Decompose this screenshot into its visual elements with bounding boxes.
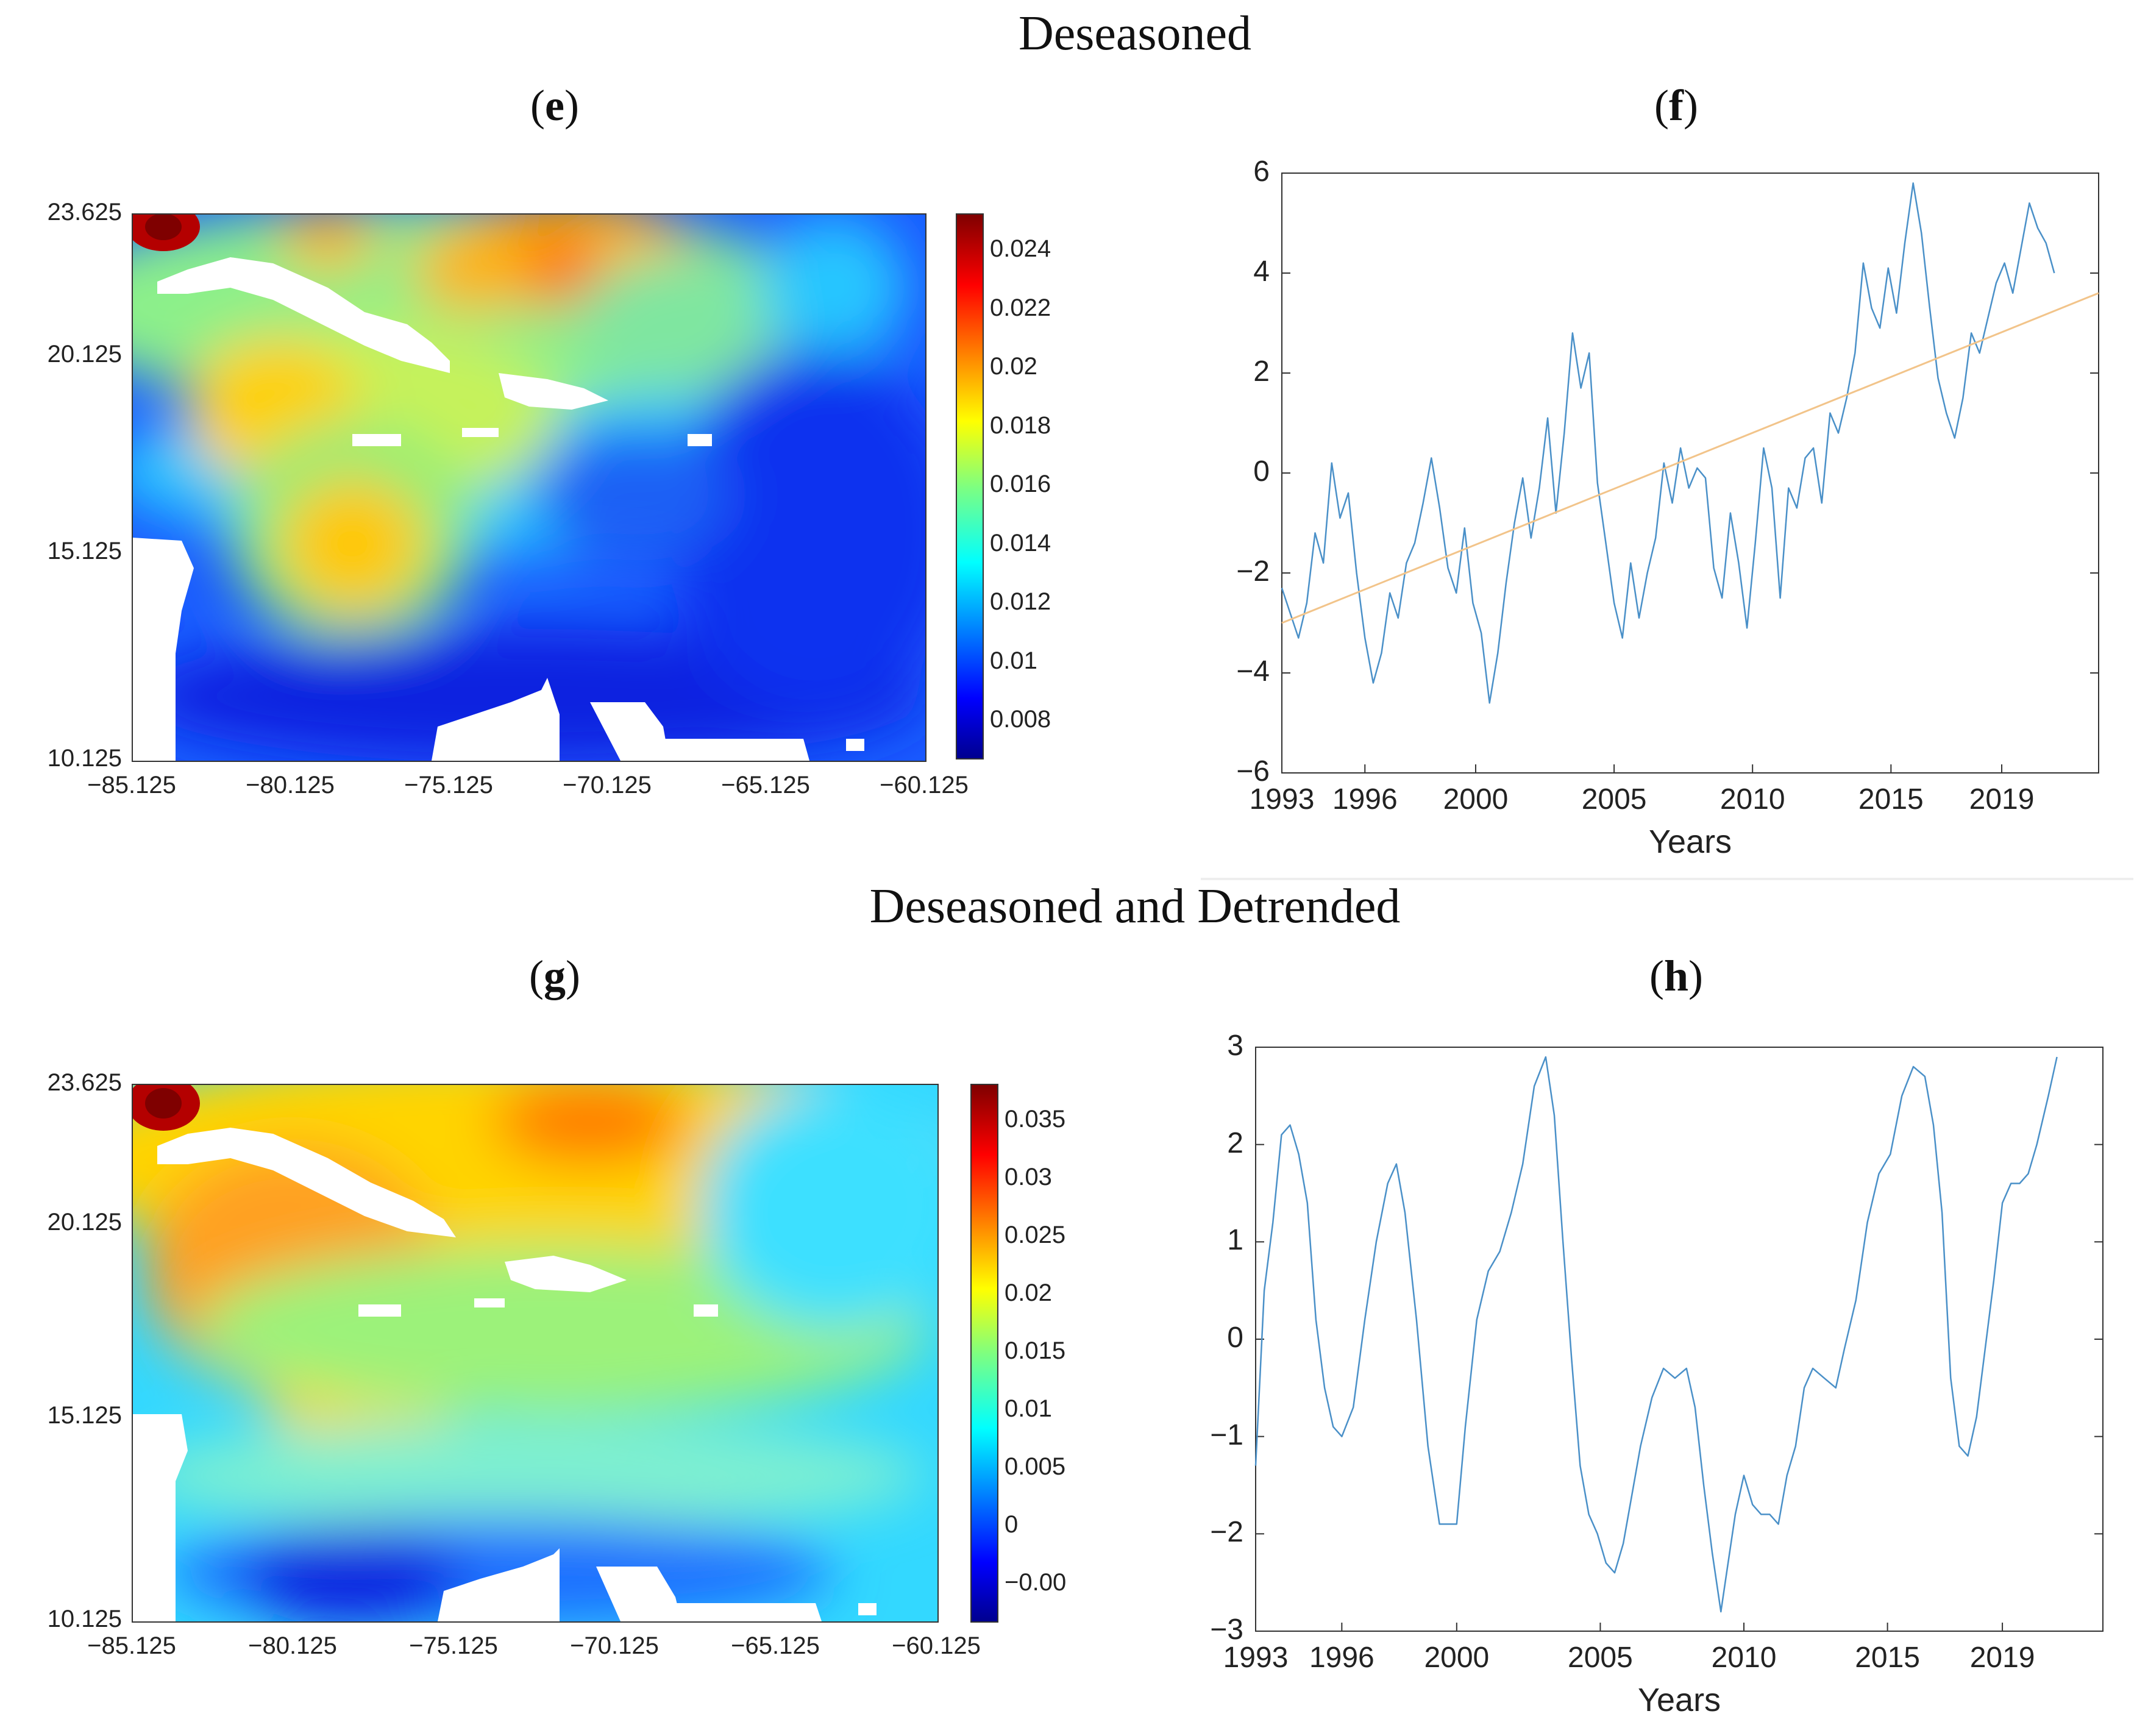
colorbar-tick-label-e: 0.022 — [990, 294, 1051, 321]
x-tick-label-e: −85.125 — [87, 772, 176, 799]
x-tick-label-g: −75.125 — [409, 1632, 498, 1659]
x-tick-label-e: −65.125 — [721, 772, 810, 799]
colorbar-tick-label-e: 0.014 — [990, 529, 1051, 557]
y-tick-label-f: −6 — [1236, 755, 1270, 788]
x-tick-label-e: −80.125 — [246, 772, 335, 799]
y-tick-label-h: 3 — [1227, 1030, 1243, 1062]
colorbar-tick-label-e: 0.024 — [990, 235, 1051, 262]
x-tick-label-f: 2000 — [1443, 783, 1509, 816]
y-tick-label-e: 20.125 — [47, 340, 122, 368]
heatmap-e-field — [133, 215, 925, 761]
x-tick-label-f: 2019 — [1969, 783, 2035, 816]
y-tick-label-g: 23.625 — [47, 1069, 122, 1096]
heatmap-g-field — [133, 1085, 937, 1621]
y-tick-label-e: 15.125 — [47, 537, 122, 564]
x-axis-label-h: Years — [1637, 1682, 1721, 1718]
y-tick-label-g: 15.125 — [47, 1401, 122, 1429]
y-tick-label-g: 10.125 — [47, 1606, 122, 1632]
y-tick-label-f: 0 — [1253, 455, 1270, 488]
colorbar-tick-label-e: 0.008 — [990, 706, 1051, 733]
x-tick-label-h: 2000 — [1424, 1642, 1490, 1674]
x-tick-label-f: 1996 — [1332, 783, 1398, 816]
x-tick-label-h: 2019 — [1969, 1642, 2035, 1674]
series-line-f — [1281, 182, 2055, 704]
y-tick-label-h: −3 — [1210, 1613, 1243, 1646]
x-tick-label-h: 2010 — [1711, 1642, 1777, 1674]
colorbar-tick-label-g: 0.02 — [1005, 1279, 1052, 1306]
colorbar-tick-label-e: 0.02 — [990, 353, 1037, 380]
y-tick-label-f: 4 — [1253, 255, 1270, 288]
x-tick-label-f: 2005 — [1581, 783, 1647, 816]
colorbar-tick-label-g: 0.035 — [1005, 1106, 1066, 1133]
series-line-h — [1254, 1056, 2058, 1613]
y-tick-label-g: 20.125 — [47, 1208, 122, 1236]
colorbar-tick-label-g: −0.00 — [1005, 1569, 1067, 1596]
x-tick-label-f: 2015 — [1858, 783, 1924, 816]
heatmap-e — [132, 213, 926, 762]
heatmap-g — [132, 1084, 939, 1623]
y-tick-label-f: 6 — [1253, 155, 1270, 188]
x-tick-label-g: −80.125 — [248, 1632, 337, 1659]
x-tick-label-e: −70.125 — [563, 772, 652, 799]
colorbar-tick-label-g: 0.015 — [1005, 1337, 1066, 1364]
panel-label-g: (g) — [529, 952, 580, 1000]
y-tick-label-e: 23.625 — [47, 199, 122, 226]
y-tick-label-f: 2 — [1253, 355, 1270, 388]
x-tick-label-h: 2015 — [1855, 1642, 1920, 1674]
colorbar-tick-label-e: 0.016 — [990, 471, 1051, 497]
x-tick-label-h: 1993 — [1223, 1642, 1289, 1674]
y-tick-label-h: −1 — [1210, 1418, 1243, 1451]
section-title-deseasoned-detrended: Deseasoned and Detrended — [869, 880, 1401, 933]
y-tick-label-e: 10.125 — [47, 745, 122, 772]
plot-area-h — [1255, 1047, 2104, 1632]
x-tick-label-g: −60.125 — [892, 1632, 981, 1659]
panel-label-e: (e) — [530, 81, 579, 130]
trend-line-f — [1281, 292, 2099, 624]
x-tick-label-f: 2010 — [1719, 783, 1785, 816]
y-tick-label-f: −2 — [1236, 555, 1270, 588]
x-tick-label-e: −60.125 — [880, 772, 969, 799]
y-tick-label-h: 2 — [1227, 1126, 1243, 1159]
x-tick-label-e: −75.125 — [404, 772, 493, 799]
colorbar-tick-label-g: 0.01 — [1005, 1395, 1052, 1422]
x-tick-label-g: −70.125 — [570, 1632, 659, 1659]
x-tick-label-g: −65.125 — [731, 1632, 820, 1659]
x-tick-label-h: 2005 — [1568, 1642, 1633, 1674]
y-tick-label-h: 1 — [1227, 1224, 1243, 1257]
colorbar-tick-label-g: 0.03 — [1005, 1164, 1052, 1190]
colorbar-tick-label-g: 0 — [1005, 1511, 1019, 1538]
section-divider — [1201, 878, 2133, 880]
y-tick-label-h: −2 — [1210, 1516, 1243, 1549]
section-title-deseasoned: Deseasoned — [1018, 7, 1252, 60]
line-chart-f — [1281, 173, 2099, 774]
x-tick-label-f: 1993 — [1249, 783, 1315, 816]
x-tick-label-h: 1996 — [1309, 1642, 1375, 1674]
colorbar-tick-label-e: 0.018 — [990, 411, 1051, 439]
panel-label-h: (h) — [1649, 952, 1703, 1000]
colorbar-tick-label-g: 0.025 — [1005, 1222, 1066, 1248]
y-tick-label-h: 0 — [1227, 1322, 1243, 1354]
colorbar-tick-label-e: 0.01 — [990, 647, 1037, 674]
x-axis-label-f: Years — [1648, 824, 1732, 860]
colorbar-g — [970, 1084, 998, 1623]
colorbar-tick-label-g: 0.005 — [1005, 1453, 1066, 1480]
colorbar-tick-label-e: 0.012 — [990, 588, 1051, 615]
y-tick-label-f: −4 — [1236, 655, 1270, 688]
x-tick-label-g: −85.125 — [87, 1632, 176, 1659]
panel-label-f: (f) — [1654, 81, 1698, 130]
colorbar-e — [956, 213, 984, 760]
